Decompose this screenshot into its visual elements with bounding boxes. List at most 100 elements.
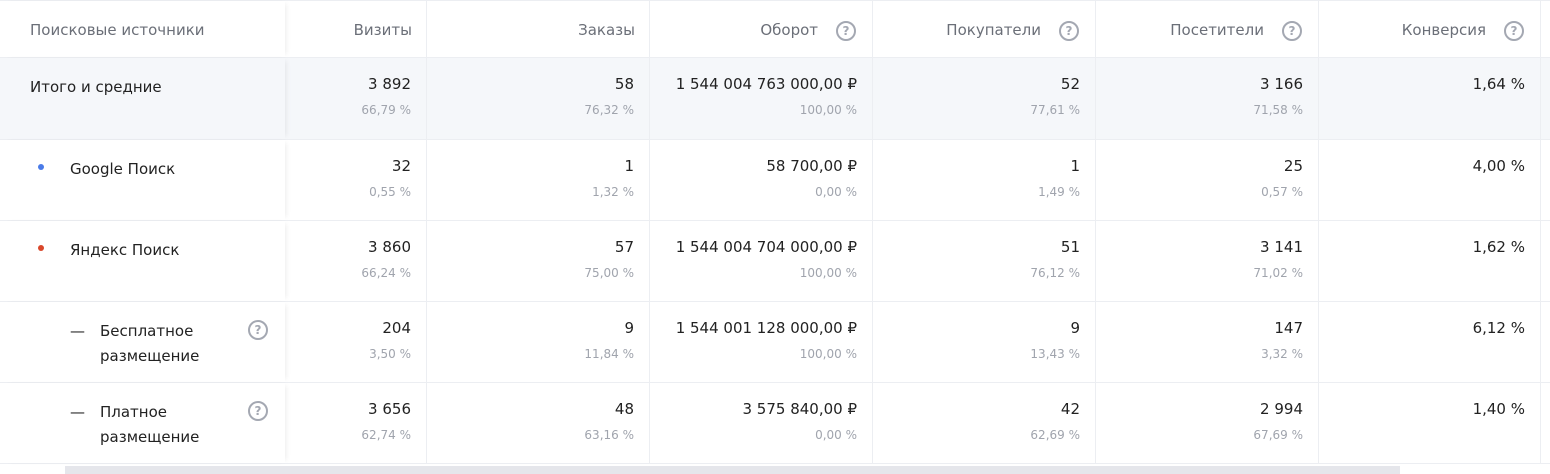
table-row[interactable]: Google Поиск 32 0,55 % 1 1,32 % 58 700,00 ₽ 0,…: [0, 140, 1550, 221]
column-header[interactable]: Посетители?: [1096, 1, 1319, 57]
metric-value: 3 141: [1260, 238, 1303, 256]
column-header[interactable]: Визиты: [285, 1, 427, 57]
column-header-label: Покупатели: [946, 21, 1041, 39]
metric-value: 57: [614, 238, 634, 256]
column-header[interactable]: Заказы: [427, 1, 650, 57]
source-color-dot: [38, 164, 44, 170]
metric-value: 42: [1060, 400, 1080, 418]
metric-percent: 76,32 %: [584, 103, 634, 117]
metric-value: 3 575 840,00 ₽: [742, 400, 857, 418]
question-circle-icon[interactable]: ?: [836, 20, 856, 41]
metric-value: 147: [1274, 319, 1303, 337]
metric-value: 2 994: [1260, 400, 1303, 418]
metric-cell: 3 892 66,79 %: [285, 58, 427, 139]
metric-percent: 62,69 %: [1030, 428, 1080, 442]
metric-cell: 1,62 %: [1319, 221, 1541, 301]
metric-value: 204: [382, 319, 411, 337]
metric-percent: 66,24 %: [361, 266, 411, 280]
metric-percent: 100,00 %: [799, 103, 857, 117]
metric-cell: 3 575 840,00 ₽ 0,00 %: [650, 383, 873, 463]
metric-cell: 1,40 %: [1319, 383, 1541, 463]
metric-value: 52: [1060, 75, 1080, 93]
metric-cell: 3 860 66,24 %: [285, 221, 427, 301]
metric-percent: 3,50 %: [369, 347, 411, 361]
metric-cell: 25 0,57 %: [1096, 140, 1319, 220]
metric-cell: 6,12 %: [1319, 302, 1541, 382]
metric-value: 1,64 %: [1472, 75, 1525, 93]
metric-value: 1,62 %: [1472, 238, 1525, 256]
column-header[interactable]: Конверсия?: [1319, 1, 1541, 57]
table-header: Поисковые источники Визиты Заказы Оборот? По…: [0, 0, 1550, 58]
metric-percent: 76,12 %: [1030, 266, 1080, 280]
metric-percent: 0,55 %: [369, 185, 411, 199]
metric-value: 48: [614, 400, 634, 418]
metric-percent: 13,43 %: [1030, 347, 1080, 361]
metric-cell: 1 544 001 128 000,00 ₽ 100,00 %: [650, 302, 873, 382]
metric-value: 1 544 001 128 000,00 ₽: [675, 319, 857, 337]
metric-cell: 52 77,61 %: [873, 58, 1096, 139]
row-label: Яндекс Поиск: [70, 241, 180, 259]
metric-percent: 77,61 %: [1030, 103, 1080, 117]
column-header[interactable]: Поисковые источники: [0, 1, 285, 57]
metric-value: 25: [1283, 157, 1303, 175]
metric-cell: 58 700,00 ₽ 0,00 %: [650, 140, 873, 220]
metric-cell: 57 75,00 %: [427, 221, 650, 301]
row-label: Бесплатное размещение: [100, 322, 200, 365]
row-label: Google Поиск: [70, 160, 176, 178]
metric-cell: 58 76,32 %: [427, 58, 650, 139]
totals-row[interactable]: Итого и средние 3 892 66,79 % 58 76,32 % 1 54…: [0, 58, 1550, 140]
column-header[interactable]: Покупатели?: [873, 1, 1096, 57]
metric-value: 1: [1070, 157, 1080, 175]
metric-percent: 11,84 %: [584, 347, 634, 361]
question-circle-icon[interactable]: ?: [1504, 20, 1524, 41]
metric-percent: 0,00 %: [815, 428, 857, 442]
table-row[interactable]: — Бесплатное размещение? 204 3,50 % 9 11,84 %…: [0, 302, 1550, 383]
row-label-cell: — Платное размещение?: [0, 383, 285, 463]
column-header-label: Оборот: [760, 21, 818, 39]
metric-percent: 67,69 %: [1253, 428, 1303, 442]
column-header-label: Поисковые источники: [30, 21, 205, 39]
metric-value: 6,12 %: [1472, 319, 1525, 337]
metric-value: 51: [1060, 238, 1080, 256]
question-circle-icon[interactable]: ?: [248, 320, 268, 340]
metric-cell: 1 544 004 763 000,00 ₽ 100,00 %: [650, 58, 873, 139]
metric-cell: 51 76,12 %: [873, 221, 1096, 301]
metric-cell: 42 62,69 %: [873, 383, 1096, 463]
metric-value: 1: [624, 157, 634, 175]
metric-cell: 9 11,84 %: [427, 302, 650, 382]
question-circle-icon[interactable]: ?: [1282, 20, 1302, 41]
metric-cell: 1 544 004 704 000,00 ₽ 100,00 %: [650, 221, 873, 301]
metric-value: 3 656: [368, 400, 411, 418]
metric-cell: 1,64 %: [1319, 58, 1541, 139]
row-label: Итого и средние: [30, 78, 162, 96]
metric-value: 3 166: [1260, 75, 1303, 93]
metric-value: 1 544 004 704 000,00 ₽: [675, 238, 857, 256]
dash-icon: —: [70, 403, 85, 421]
metric-value: 3 892: [368, 75, 411, 93]
metric-value: 32: [391, 157, 411, 175]
column-header-label: Конверсия: [1401, 21, 1486, 39]
metric-percent: 1,49 %: [1038, 185, 1080, 199]
column-header[interactable]: Оборот?: [650, 1, 873, 57]
question-circle-icon[interactable]: ?: [248, 401, 268, 421]
row-label-cell: Итого и средние: [0, 58, 285, 139]
search-sources-table: Поисковые источники Визиты Заказы Оборот? По…: [0, 0, 1550, 464]
row-label-cell: Яндекс Поиск: [0, 221, 285, 301]
metric-value: 58 700,00 ₽: [766, 157, 857, 175]
metric-cell: 204 3,50 %: [285, 302, 427, 382]
metric-percent: 62,74 %: [361, 428, 411, 442]
metric-cell: 48 63,16 %: [427, 383, 650, 463]
column-header-label: Визиты: [353, 21, 412, 39]
question-circle-icon[interactable]: ?: [1059, 20, 1079, 41]
table-row[interactable]: Яндекс Поиск 3 860 66,24 % 57 75,00 % 1 544 0…: [0, 221, 1550, 302]
metric-percent: 100,00 %: [799, 266, 857, 280]
metric-percent: 3,32 %: [1261, 347, 1303, 361]
metric-cell: 32 0,55 %: [285, 140, 427, 220]
horizontal-scrollbar[interactable]: [65, 466, 1400, 474]
metric-value: 9: [1070, 319, 1080, 337]
metric-cell: 147 3,32 %: [1096, 302, 1319, 382]
dash-icon: —: [70, 322, 85, 340]
metric-percent: 0,00 %: [815, 185, 857, 199]
table-row[interactable]: — Платное размещение? 3 656 62,74 % 48 63,16 …: [0, 383, 1550, 464]
metric-percent: 1,32 %: [592, 185, 634, 199]
